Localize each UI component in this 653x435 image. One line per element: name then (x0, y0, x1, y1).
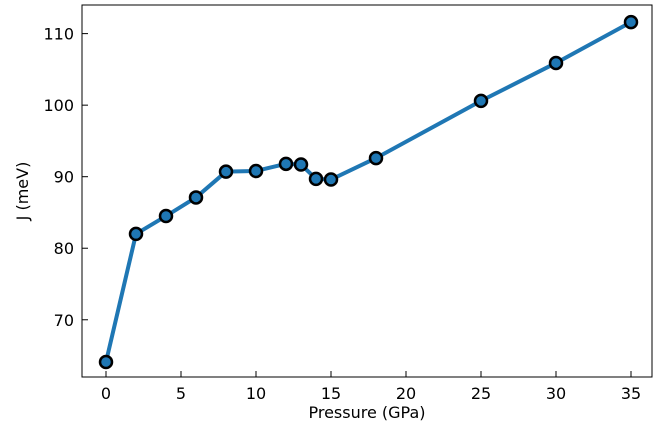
plot-frame (81, 4, 653, 378)
data-point-2 (158, 208, 174, 224)
data-point-11 (473, 93, 489, 109)
series-layer (98, 14, 639, 370)
x-tick-label-25: 25 (471, 384, 491, 403)
y-tick-label-80: 80 (54, 239, 74, 258)
x-tick-label-0: 0 (101, 384, 111, 403)
series-line-0 (104, 20, 633, 364)
x-tick-label-15: 15 (321, 384, 341, 403)
ticks-layer: 0 5 10 15 20 25 30 35 70 80 90 100 110 (43, 25, 641, 403)
y-axis-title: J (meV) (13, 162, 32, 222)
data-point-6 (278, 156, 294, 172)
data-point-12 (548, 55, 564, 71)
data-point-10 (368, 150, 384, 166)
y-tick-label-70: 70 (54, 311, 74, 330)
data-point-7 (293, 157, 309, 172)
data-point-3 (188, 190, 204, 205)
y-tick-label-100: 100 (43, 96, 74, 115)
data-point-1 (128, 226, 144, 242)
data-point-8 (308, 171, 324, 187)
x-tick-label-10: 10 (246, 384, 266, 403)
x-axis-title: Pressure (GPa) (308, 403, 425, 422)
data-point-4 (218, 164, 234, 179)
x-tick-label-30: 30 (546, 384, 566, 403)
data-point-13 (623, 14, 639, 30)
x-tick-label-20: 20 (396, 384, 416, 403)
data-point-5 (248, 163, 264, 179)
y-tick-label-90: 90 (54, 168, 74, 187)
y-tick-label-110: 110 (43, 25, 74, 44)
x-tick-label-35: 35 (621, 384, 641, 403)
x-tick-label-5: 5 (176, 384, 186, 403)
data-point-9 (323, 172, 339, 187)
data-point-0 (98, 354, 114, 370)
